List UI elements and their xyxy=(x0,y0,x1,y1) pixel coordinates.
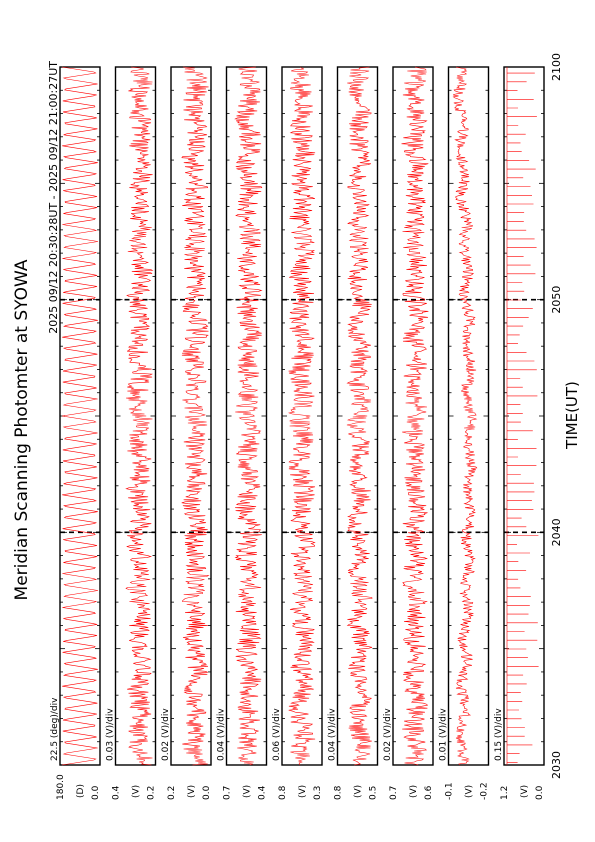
panel-scale-label: 0.02 (V)/div xyxy=(161,708,171,761)
panel-scale-label: 0.03 (V)/div xyxy=(106,708,116,761)
panel-scale-label: 22.5 (deg)/div xyxy=(50,697,60,761)
y-tick-label: 0.8 xyxy=(334,785,344,800)
series-trace-5 xyxy=(288,66,316,766)
panel-9 xyxy=(503,66,545,766)
panel-7 xyxy=(392,66,434,766)
y-tick-label: 0.5 xyxy=(369,786,379,800)
y-tick-label: 0.4 xyxy=(112,785,122,800)
unit-label: (V) xyxy=(520,785,530,798)
panel-frame xyxy=(114,66,157,766)
y-tick-label: 0.2 xyxy=(167,786,177,800)
panels-group xyxy=(59,66,545,766)
y-tick-label: 0.0 xyxy=(91,785,101,800)
unit-label: (V) xyxy=(354,785,364,798)
panel-6 xyxy=(336,66,379,766)
panel-4 xyxy=(225,66,268,766)
unit-label: (D) xyxy=(76,784,86,798)
panel-frame xyxy=(503,66,545,766)
panel-frame xyxy=(170,66,212,766)
panel-3 xyxy=(170,66,212,766)
unit-label: (V) xyxy=(187,785,197,798)
panel-scale-label: 0.01 (V)/div xyxy=(439,708,449,761)
series-trace-3 xyxy=(181,66,210,766)
x-tick-label: 2040 xyxy=(550,518,563,546)
labels-group: 22.5 (deg)/div 180.0 (D) 0.0 0.03 (V)/div 0.4… xyxy=(12,53,581,800)
chart-subtitle: 2025 09/12 20:30:28UT - 2025 09/12 21:00… xyxy=(47,61,60,334)
series-trace-9 xyxy=(506,67,539,765)
panel-scale-label: 0.04 (V)/div xyxy=(217,708,227,761)
y-tick-label: 0.4 xyxy=(258,785,268,800)
panel-scale-label: 0.02 (V)/div xyxy=(383,708,393,761)
y-tick-label: 0.7 xyxy=(389,786,399,800)
unit-label: (V) xyxy=(465,785,475,798)
panel-scale-label: 0.06 (V)/div xyxy=(272,708,282,761)
series-trace-8 xyxy=(452,66,478,766)
series-trace-4 xyxy=(234,66,263,766)
panel-frame xyxy=(59,66,101,766)
x-tick-label: 2100 xyxy=(550,53,563,81)
panel-frame xyxy=(225,66,268,766)
y-tick-label: 0.6 xyxy=(424,785,434,800)
unit-label: (V) xyxy=(298,785,308,798)
unit-label: (V) xyxy=(409,785,419,798)
panel-frame xyxy=(336,66,379,766)
panel-scale-label: 0.04 (V)/div xyxy=(328,708,338,761)
y-tick-label: 180.0 xyxy=(56,774,66,800)
x-axis-label: TIME(UT) xyxy=(563,381,581,450)
unit-label: (V) xyxy=(132,785,142,798)
series-trace-7 xyxy=(401,66,429,766)
y-tick-label: 0.2 xyxy=(147,786,157,800)
y-tick-label: -0.1 xyxy=(445,782,455,800)
panel-2 xyxy=(114,66,157,766)
y-tick-label: 0.0 xyxy=(535,785,545,800)
panel-1 xyxy=(59,66,101,766)
panel-5 xyxy=(281,66,323,766)
y-tick-label: 0.3 xyxy=(313,786,323,800)
y-tick-label: 0.8 xyxy=(278,785,288,800)
x-tick-label: 2050 xyxy=(550,286,563,314)
panel-frame xyxy=(447,66,490,766)
y-tick-label: -0.2 xyxy=(480,782,490,800)
panel-scale-label: 0.15 (V)/div xyxy=(494,708,504,761)
unit-label: (V) xyxy=(243,785,253,798)
x-tick-label: 2030 xyxy=(550,751,563,779)
series-trace-6 xyxy=(346,66,373,766)
panel-8 xyxy=(447,66,490,766)
series-trace-2 xyxy=(125,66,154,766)
y-tick-label: 1.2 xyxy=(500,786,510,800)
y-tick-label: 0.7 xyxy=(223,786,233,800)
series-trace-1 xyxy=(61,66,99,766)
y-tick-label: 0.0 xyxy=(202,785,212,800)
chart-title: Meridian Scanning Photomter at SYOWA xyxy=(12,259,32,600)
